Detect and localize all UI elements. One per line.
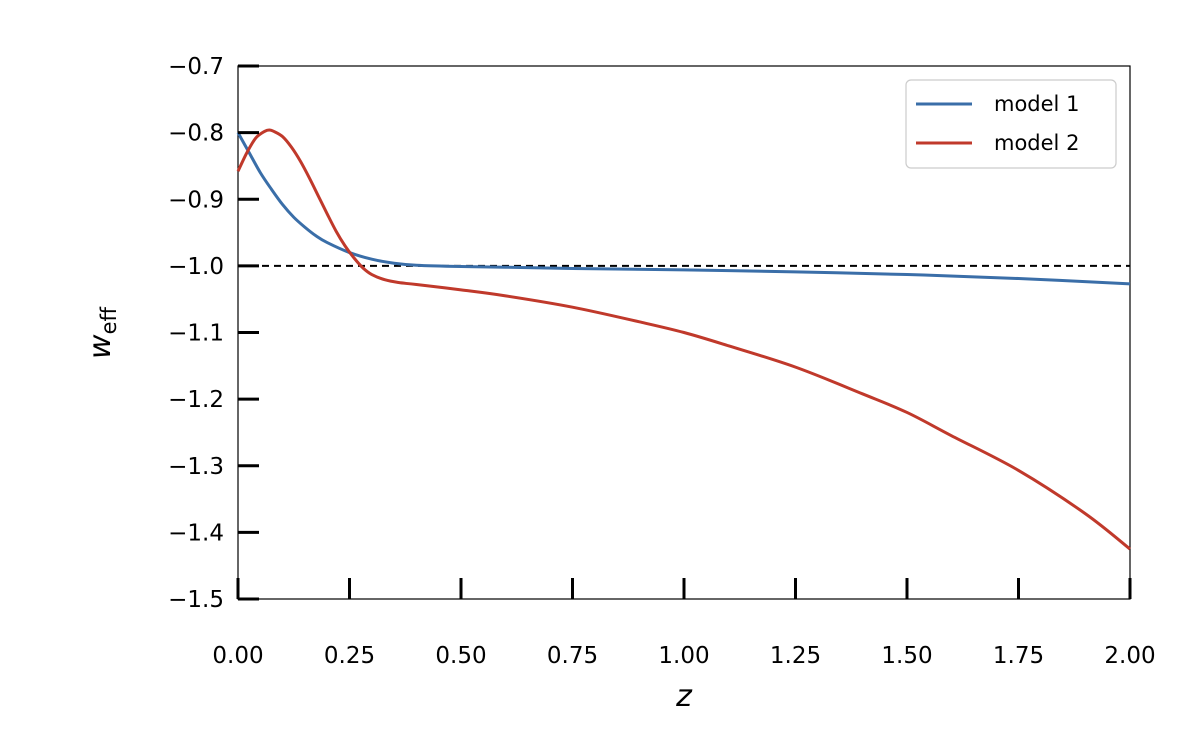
legend-box: [905, 79, 1117, 169]
y-tick-label: −1.4: [168, 520, 224, 546]
y-axis-label-main: w: [83, 334, 118, 359]
series-line-model-1: [236, 131, 1131, 286]
y-tick-label: −1.3: [168, 454, 224, 480]
legend-label-model-1: model 1: [994, 92, 1079, 116]
x-tick-label: 1.00: [658, 643, 709, 669]
legend-label-model-2: model 2: [994, 131, 1079, 155]
y-tick-label: −1.5: [168, 587, 224, 613]
x-tick-label: 2.00: [1104, 643, 1155, 669]
series-layer: [236, 128, 1131, 551]
x-tick-label: 1.75: [993, 643, 1044, 669]
x-axis-label: z: [675, 679, 693, 714]
y-tick-label: −0.8: [168, 121, 224, 147]
y-axis-label-subscript: eff: [97, 307, 121, 335]
y-tick-label: −1.0: [168, 254, 224, 280]
x-tick-label: 0.50: [435, 643, 486, 669]
y-tick-label: −0.9: [168, 187, 224, 213]
y-tick-label: −1.2: [168, 387, 224, 413]
x-tick-label: 0.00: [212, 643, 263, 669]
x-tick-label: 0.75: [547, 643, 598, 669]
y-axis-ticks: −0.7 −0.8 −0.9 −1.0 −1.1 −1.2 −1.3 −1.4 −1.5: [168, 54, 259, 613]
x-axis-ticks: 0.00 0.25 0.50 0.75 1.00 1.25 1.50 1.75 2.00: [212, 578, 1156, 669]
y-tick-label: −0.7: [168, 54, 224, 80]
y-tick-label: −1.1: [168, 321, 224, 347]
y-axis-label: weff: [83, 307, 121, 359]
x-tick-label: 1.25: [770, 643, 821, 669]
x-tick-label: 1.50: [881, 643, 932, 669]
legend: model 1 model 2: [905, 79, 1117, 169]
x-tick-label: 0.25: [324, 643, 375, 669]
series-line-model-2: [236, 128, 1131, 551]
